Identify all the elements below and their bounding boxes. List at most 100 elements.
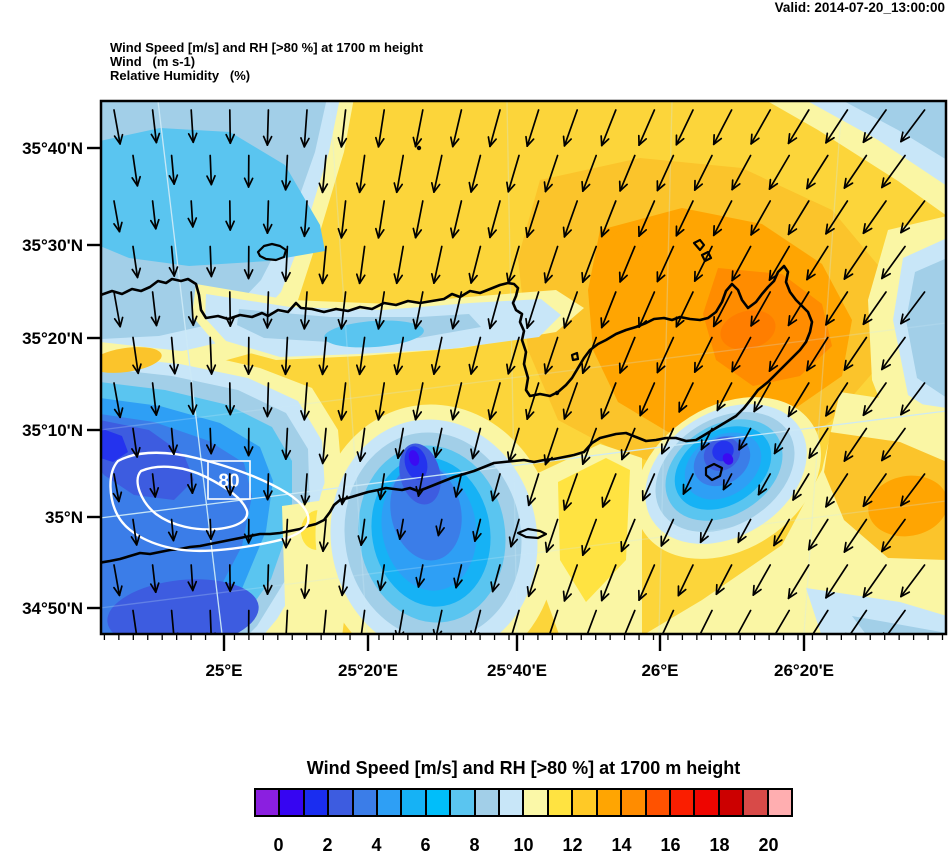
colorbar-tick-label: 12 xyxy=(562,835,583,854)
wind-arrow xyxy=(470,609,482,634)
wind-arrow xyxy=(737,518,752,544)
wind-arrow xyxy=(525,291,540,329)
wind-arrow xyxy=(525,382,540,420)
wind-arrow xyxy=(374,382,386,421)
wind-arrow xyxy=(712,109,733,146)
wind-arrow xyxy=(262,564,273,595)
wind-arrow xyxy=(641,473,656,502)
wind-arrow xyxy=(225,473,235,496)
wind-arrow xyxy=(731,336,752,373)
wind-arrow xyxy=(693,336,713,373)
colorbar-cell xyxy=(546,790,572,815)
coastline xyxy=(101,264,814,564)
wind-arrow xyxy=(900,109,926,143)
map-fill-layers: 80 xyxy=(101,101,946,634)
colorbar-tick-label: 8 xyxy=(469,835,480,854)
wind-arrow xyxy=(600,291,617,329)
colorbar-cell xyxy=(595,790,621,815)
wind-arrow xyxy=(682,473,694,495)
wind-arrow xyxy=(768,154,791,190)
rh-contour-label-box xyxy=(207,460,251,500)
wind-arrow xyxy=(862,564,887,599)
wind-arrow xyxy=(150,382,161,416)
colorbar-cell xyxy=(302,790,328,815)
wind-arrow xyxy=(712,291,733,328)
wind-arrow xyxy=(862,109,887,144)
wind-arrow xyxy=(601,473,617,508)
colorbar-cell xyxy=(400,790,425,815)
wind-arrow xyxy=(769,609,791,634)
colorbar-cell xyxy=(522,790,547,815)
colorbar-tick-label: 20 xyxy=(758,835,779,854)
wind-arrow xyxy=(338,564,348,597)
colorbar-cell xyxy=(327,790,352,815)
island-outline xyxy=(700,250,713,263)
wind-arrow xyxy=(113,200,123,233)
wind-arrow xyxy=(149,473,160,498)
wind-arrow xyxy=(562,473,579,511)
colorbar xyxy=(254,788,793,817)
wind-arrow xyxy=(149,200,160,230)
wind-arrow xyxy=(318,245,329,285)
wind-arrow xyxy=(543,427,559,466)
wind-arrow xyxy=(487,200,501,239)
wind-arrow xyxy=(600,564,617,602)
wind-arrow xyxy=(843,154,868,189)
wind-arrow xyxy=(430,336,443,375)
x-axis-tick-label: 25°20'E xyxy=(338,661,398,680)
wind-arrow xyxy=(843,336,868,371)
wind-arrow xyxy=(675,200,694,237)
wind-arrow xyxy=(318,154,329,194)
wind-arrow xyxy=(862,382,887,417)
wind-arrow xyxy=(808,427,829,459)
colorbar-title: Wind Speed [m/s] and RH [>80 %] at 1700 … xyxy=(306,758,741,778)
wind-arrow xyxy=(543,245,559,284)
wind-arrow xyxy=(263,473,273,501)
wind-arrow xyxy=(262,291,273,329)
wind-arrow xyxy=(825,200,849,235)
wind-speed-contour-band xyxy=(408,450,420,466)
wind-arrow xyxy=(300,564,311,599)
wind-arrow xyxy=(656,245,675,283)
valid-timestamp: Valid: 2014-07-20_13:00:00 xyxy=(774,0,945,15)
wind-arrow xyxy=(225,382,236,416)
colorbar-cell xyxy=(498,790,523,815)
wind-arrow xyxy=(450,200,463,239)
wind-arrow xyxy=(243,427,254,457)
wind-arrow xyxy=(487,291,501,330)
wind-arrow xyxy=(506,336,520,375)
wind-arrow xyxy=(300,382,310,421)
wind-arrow xyxy=(656,154,675,192)
wind-speed-contour-band xyxy=(101,420,194,500)
colorbar-tick-label: 18 xyxy=(709,835,730,854)
wind-arrow xyxy=(432,427,443,459)
wind-arrow xyxy=(675,291,694,328)
wind-speed-contour-band xyxy=(101,428,128,462)
wind-arrow xyxy=(450,382,463,421)
colorbar-tick-label: 2 xyxy=(322,835,333,854)
wind-arrow xyxy=(753,382,772,413)
wind-arrow xyxy=(337,200,348,239)
wind-arrow xyxy=(356,427,367,462)
wind-arrow xyxy=(149,564,160,594)
wind-arrow xyxy=(660,427,675,455)
wind-arrow xyxy=(752,564,772,596)
wind-arrow xyxy=(243,154,254,188)
colorbar-tick-label: 10 xyxy=(513,835,534,854)
colorbar-tick-label: 14 xyxy=(611,835,632,854)
wind-arrow xyxy=(787,200,810,236)
wind-arrow xyxy=(586,609,598,634)
wind-arrow xyxy=(639,382,656,417)
wind-arrow xyxy=(768,336,791,372)
wind-arrow xyxy=(337,109,348,148)
wind-arrow xyxy=(699,609,713,634)
wind-arrow xyxy=(112,473,123,503)
wind-arrow xyxy=(450,291,463,330)
wind-arrow xyxy=(862,200,887,235)
wind-arrow xyxy=(508,518,520,548)
wind-arrow xyxy=(243,245,254,280)
wind-arrow xyxy=(187,291,198,327)
wind-arrow xyxy=(562,564,579,602)
wind-arrow xyxy=(487,382,501,421)
wind-units-label: Wind (m s-1) xyxy=(110,54,196,69)
